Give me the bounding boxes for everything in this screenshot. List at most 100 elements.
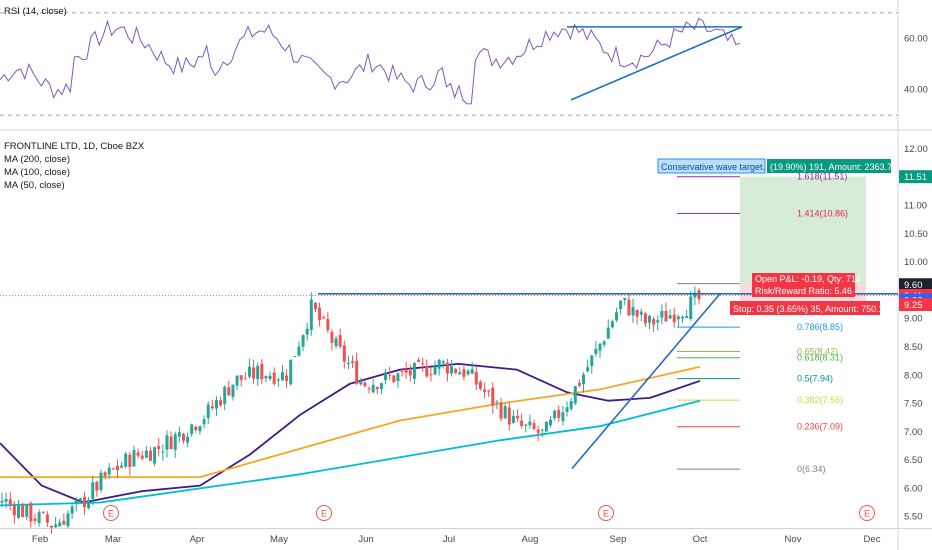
candle-body (313, 302, 317, 310)
candle-body (78, 498, 82, 501)
candle-body (318, 307, 322, 321)
candle-body (437, 359, 441, 369)
candle-body (586, 367, 590, 372)
main-price-panel: E E E E 1.618(11.51) 1.414(10.86) 0.786(8.85) 0… (0, 158, 898, 534)
candle-body (408, 370, 412, 376)
candle-body (128, 454, 132, 468)
candle-body (301, 335, 305, 347)
candle-body (148, 450, 152, 461)
candle-body (202, 419, 206, 425)
candle-body (524, 424, 528, 426)
rsi-label: RSI (14, close) (4, 6, 67, 17)
candle-body (454, 368, 458, 373)
fib-level-label: 0.5(7.94) (797, 374, 833, 384)
candle-body (4, 498, 8, 502)
rsi-tick-label: 60.00 (904, 33, 928, 44)
candle-body (115, 465, 119, 471)
candle-body (676, 316, 680, 320)
candle-body (58, 522, 62, 527)
stop-label-box[interactable] (730, 301, 880, 315)
moving-average-line[interactable] (0, 363, 701, 504)
price-tag[interactable] (899, 170, 932, 184)
candle-body (136, 452, 140, 456)
candle-body (210, 406, 214, 409)
fib-level-label: 0.65(8.42) (797, 346, 838, 356)
candle-body (309, 299, 313, 331)
open-pnl-label-box[interactable] (752, 273, 855, 285)
ma200-label: MA (200, close) (4, 154, 70, 165)
price-tag[interactable] (899, 298, 932, 312)
moving-average-line[interactable] (0, 399, 701, 507)
candle-body (421, 363, 425, 365)
candle-body (8, 499, 12, 505)
candle-body (610, 321, 614, 328)
candle-body (371, 384, 375, 393)
candle-body (268, 375, 272, 379)
candle-body (169, 436, 173, 449)
candle-body (495, 401, 499, 403)
earnings-marker[interactable] (859, 505, 875, 521)
candle-body (99, 472, 103, 490)
price-tag[interactable] (899, 278, 932, 292)
candle-body (582, 374, 586, 385)
candle-body (619, 300, 623, 310)
candle-body (272, 372, 276, 384)
candle-body (239, 375, 243, 380)
candle-body (483, 389, 487, 392)
candle-body (223, 386, 227, 404)
candle-body (355, 360, 359, 384)
candle-body (322, 317, 326, 319)
earnings-marker-label: E (603, 509, 609, 519)
candle-body (536, 429, 540, 433)
candle-body (392, 375, 396, 383)
earnings-marker[interactable] (316, 505, 332, 521)
candle-body (194, 426, 198, 431)
candle-body (206, 404, 210, 418)
candle-body (214, 400, 218, 409)
candle-body (95, 481, 99, 491)
candle-body (693, 292, 697, 298)
rsi-panel (0, 12, 898, 116)
candle-body (54, 524, 58, 528)
candle-body (511, 415, 515, 423)
price-tick-label: 7.50 (904, 399, 923, 410)
price-tick-label: 12.00 (904, 144, 928, 155)
candle-body (602, 341, 606, 345)
candle-body (697, 290, 701, 300)
candle-body (29, 503, 33, 522)
candle-body (305, 328, 309, 335)
month-label-aug: Aug (522, 534, 539, 545)
candle-body (198, 426, 202, 432)
target-amount-label-box[interactable] (767, 159, 891, 173)
candle-body (289, 359, 293, 385)
candle-body (672, 314, 676, 323)
candle-body (384, 372, 388, 381)
ma100-label: MA (100, close) (4, 167, 70, 178)
candle-body (231, 384, 235, 397)
rsi-legend[interactable]: RSI (14, close) (4, 5, 67, 18)
candle-body (656, 320, 660, 323)
candle-body (45, 514, 49, 523)
candle-body (503, 406, 507, 419)
main-legend[interactable]: FRONTLINE LTD, 1D, Cboe BZX MA (200, clo… (4, 140, 144, 192)
candle-body (260, 363, 264, 380)
risk-reward-label-box[interactable] (752, 285, 855, 297)
price-tick-label: 7.00 (904, 427, 923, 438)
candle-body (643, 313, 647, 324)
earnings-marker[interactable] (598, 505, 614, 521)
candle-body (111, 468, 115, 470)
candle-body (635, 310, 639, 317)
candle-body (338, 335, 342, 347)
candle-body (351, 361, 355, 363)
target-zone (740, 176, 866, 284)
candle-body (66, 513, 70, 527)
candle-body (499, 402, 503, 419)
candle-body (132, 450, 136, 467)
target-label-box[interactable] (657, 158, 766, 174)
candle-body (544, 421, 548, 432)
earnings-marker[interactable] (103, 505, 119, 521)
candle-body (681, 316, 685, 319)
candle-body (190, 424, 194, 434)
price-tag-label: 11.51 (904, 172, 927, 183)
